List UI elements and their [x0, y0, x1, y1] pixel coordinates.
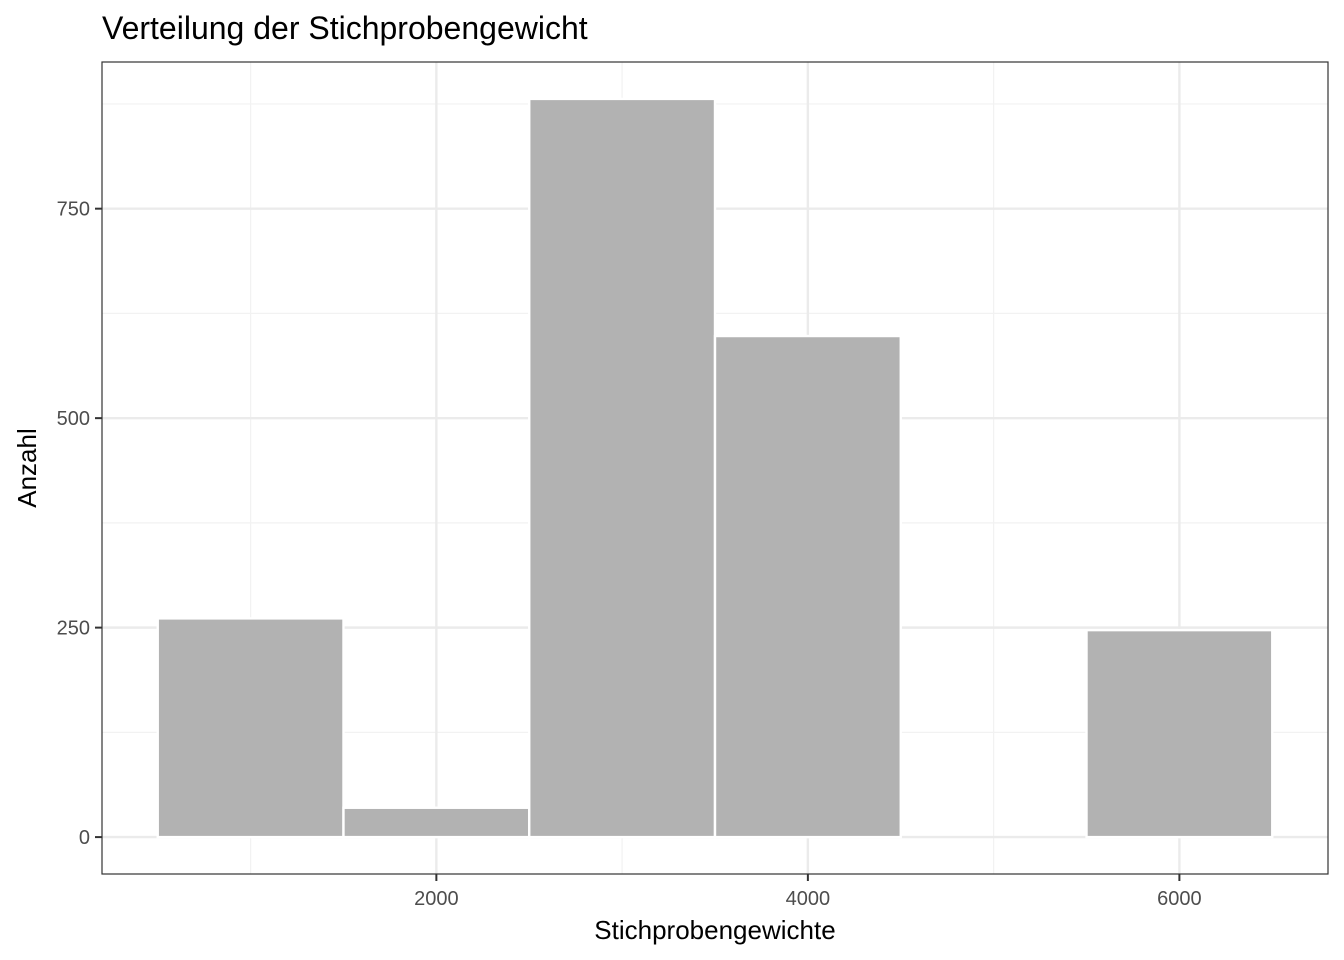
histogram-bar	[156, 617, 345, 839]
x-axis-title: Stichprobengewichte	[594, 915, 835, 945]
plot-panel: 0 250 500 750 2000 4000 6000	[57, 61, 1329, 910]
histogram-bar	[528, 97, 717, 839]
x-tick-label: 6000	[1157, 888, 1202, 910]
histogram-bar	[713, 334, 902, 839]
y-tick-label: 0	[79, 827, 90, 849]
y-tick-label: 250	[57, 618, 90, 640]
panel-border	[101, 61, 1329, 875]
histogram-bar	[342, 806, 531, 839]
chart-title: Verteilung der Stichprobengewicht	[102, 10, 588, 46]
y-tick-label: 500	[57, 408, 90, 430]
y-axis-title: Anzahl	[12, 428, 42, 508]
x-tick-label: 2000	[414, 888, 459, 910]
x-tick-label: 4000	[786, 888, 831, 910]
histogram-bar	[1085, 628, 1274, 839]
y-tick-label: 750	[57, 199, 90, 221]
